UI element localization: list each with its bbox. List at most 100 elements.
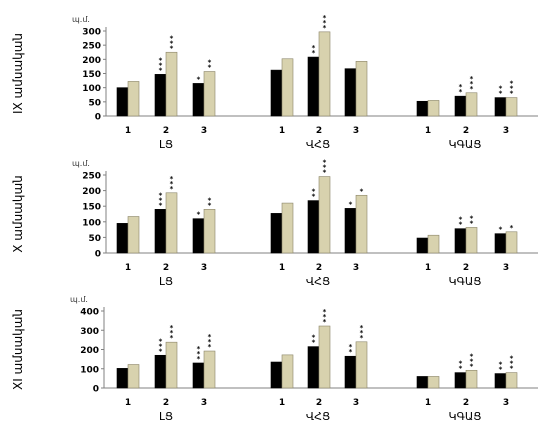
significance-mark: * (499, 226, 503, 234)
significance-mark: * * (349, 343, 353, 356)
bar-light (355, 61, 368, 117)
row-label: X ամսական (11, 175, 25, 253)
bar-dark (344, 355, 357, 389)
bar-light (127, 364, 140, 389)
bar-dark (494, 97, 507, 117)
bar-light (505, 231, 518, 254)
significance-mark: * * * (170, 34, 174, 52)
category-label: 3 (201, 126, 207, 136)
y-tick-label: 50 (88, 234, 101, 244)
bar-dark (416, 100, 429, 117)
significance-mark: * * * (323, 159, 327, 177)
bar-light (505, 97, 518, 117)
category-label: 1 (279, 126, 285, 136)
y-tick-label: 250 (82, 172, 101, 182)
bar-dark (416, 376, 429, 389)
bar-light (318, 176, 331, 254)
category-label: 3 (353, 263, 359, 273)
category-label: 2 (316, 398, 322, 408)
significance-mark: * * (208, 59, 212, 72)
bar-dark (307, 200, 320, 254)
significance-mark: * * * (470, 352, 474, 370)
significance-mark: * * (208, 196, 212, 209)
significance-mark: * * (499, 85, 503, 98)
category-label: 3 (503, 263, 509, 273)
bar-light (427, 234, 440, 254)
significance-mark: * * * (170, 175, 174, 193)
significance-mark: * * (459, 83, 463, 96)
bar-dark (192, 218, 205, 254)
bar-light (505, 372, 518, 389)
unit-label: պ.մ. (72, 15, 90, 24)
group-label: ԼՑ (159, 410, 173, 423)
significance-mark: * * (459, 216, 463, 229)
category-label: 3 (503, 126, 509, 136)
unit-label: պ.մ. (70, 295, 88, 304)
category-label: 2 (163, 263, 169, 273)
bar-dark (270, 361, 283, 389)
category-label: 3 (353, 126, 359, 136)
y-tick-label: 100 (82, 218, 101, 228)
bar-dark (270, 69, 283, 117)
bar-dark (192, 83, 205, 117)
bar-light (465, 369, 478, 389)
significance-mark: * * * (159, 191, 163, 209)
bar-light (318, 325, 331, 389)
category-label: 1 (425, 263, 431, 273)
group-label: ԿԳԱՑ (449, 138, 482, 151)
category-label: 2 (316, 263, 322, 273)
category-label: 1 (125, 263, 131, 273)
bar-dark (307, 346, 320, 389)
bar-dark (154, 209, 167, 254)
significance-mark: * * * (360, 324, 364, 342)
bar-light (427, 376, 440, 389)
significance-mark: * * * (170, 324, 174, 342)
significance-mark: * * (459, 360, 463, 373)
bar-dark (416, 237, 429, 254)
bar-light (203, 350, 216, 389)
significance-mark: * * (470, 214, 474, 227)
row-label: XI ամսական (11, 309, 25, 390)
bar-dark (454, 228, 467, 254)
bar-light (281, 354, 294, 389)
y-tick-label: 150 (82, 203, 101, 213)
significance-mark: * * (312, 334, 316, 347)
significance-mark: * * * (197, 345, 201, 363)
bar-light (281, 58, 294, 117)
significance-mark: * * (312, 188, 316, 201)
category-label: 1 (425, 398, 431, 408)
bar-dark (116, 87, 129, 117)
unit-label: պ.մ. (72, 159, 90, 168)
category-label: 3 (201, 263, 207, 273)
significance-mark: * * * (470, 75, 474, 93)
y-tick-label: 50 (88, 98, 101, 108)
y-tick-label: 250 (82, 42, 101, 52)
category-label: 1 (425, 126, 431, 136)
significance-mark: * * * (510, 80, 514, 98)
y-tick-label: 200 (82, 187, 101, 197)
significance-mark: * * * (159, 56, 163, 74)
bar-light (165, 341, 178, 389)
bar-dark (192, 362, 205, 389)
category-label: 3 (503, 398, 509, 408)
significance-mark: * (360, 187, 364, 195)
bar-light (281, 202, 294, 254)
significance-mark: * * * (323, 14, 327, 32)
bar-light (203, 71, 216, 117)
y-tick-label: 300 (80, 327, 99, 337)
category-label: 3 (353, 398, 359, 408)
category-label: 1 (279, 263, 285, 273)
y-tick-label: 300 (82, 28, 101, 38)
significance-mark: * * (312, 44, 316, 57)
y-tick-label: 200 (82, 56, 101, 66)
bar-dark (344, 208, 357, 254)
y-tick-label: 0 (93, 385, 99, 395)
y-tick-label: 200 (80, 346, 99, 356)
bar-light (465, 227, 478, 254)
y-tick-label: 400 (80, 308, 99, 318)
category-label: 2 (163, 126, 169, 136)
category-label: 1 (125, 398, 131, 408)
